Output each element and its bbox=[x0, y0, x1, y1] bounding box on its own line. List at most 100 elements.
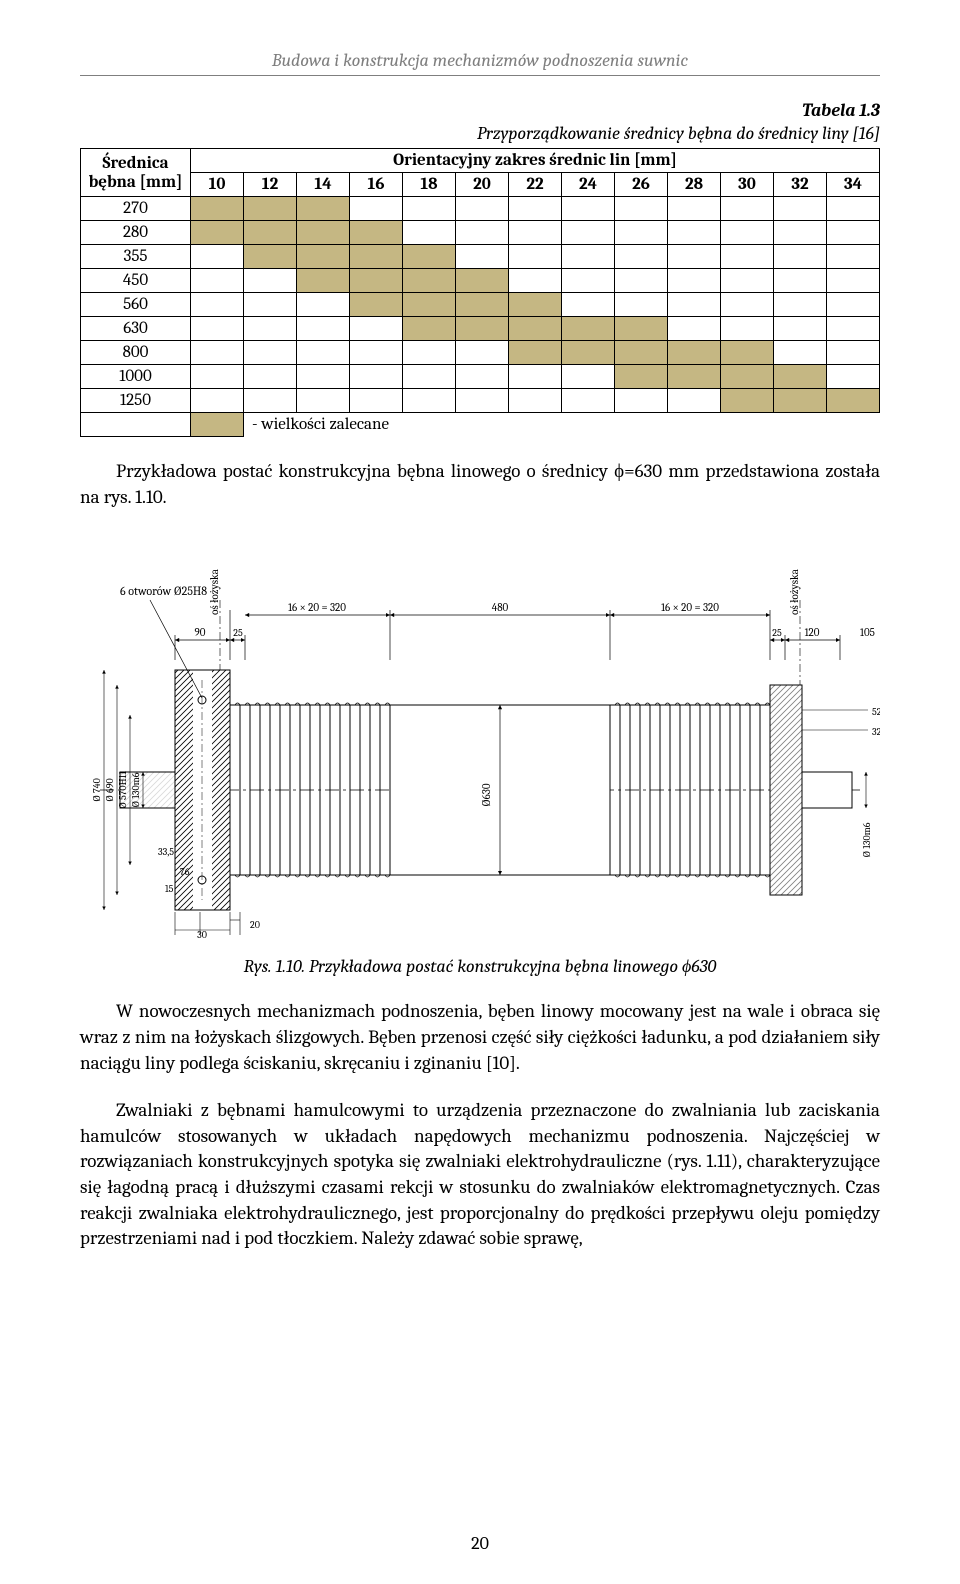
compat-cell bbox=[721, 197, 774, 221]
compat-cell bbox=[244, 317, 297, 341]
compat-cell bbox=[297, 245, 350, 269]
compat-cell bbox=[297, 341, 350, 365]
compat-cell bbox=[456, 269, 509, 293]
row-label: 280 bbox=[81, 221, 191, 245]
compat-cell bbox=[615, 317, 668, 341]
compat-cell bbox=[297, 365, 350, 389]
compat-cell bbox=[403, 245, 456, 269]
sub-header: Orientacyjny zakres średnic lin [mm] bbox=[191, 149, 880, 173]
compat-cell bbox=[721, 245, 774, 269]
table-row: 270 bbox=[81, 197, 880, 221]
compat-cell bbox=[509, 317, 562, 341]
table-row: 800 bbox=[81, 341, 880, 365]
dim-groove-right: 16 × 20 = 320 bbox=[661, 601, 719, 614]
compat-cell bbox=[562, 245, 615, 269]
compat-cell bbox=[615, 365, 668, 389]
dim-335: 33,5 bbox=[158, 846, 174, 858]
col-header: 30 bbox=[721, 173, 774, 197]
dim-25r: 25 bbox=[772, 627, 782, 639]
compat-cell bbox=[403, 269, 456, 293]
row-header-label: Średnica bębna [mm] bbox=[81, 149, 191, 197]
dia-690: Ø 690 bbox=[104, 779, 116, 802]
table-row: 1250 bbox=[81, 389, 880, 413]
compat-cell bbox=[668, 269, 721, 293]
col-header: 18 bbox=[403, 173, 456, 197]
compat-cell bbox=[721, 221, 774, 245]
col-header: 10 bbox=[191, 173, 244, 197]
compat-cell bbox=[509, 245, 562, 269]
compat-cell bbox=[350, 197, 403, 221]
col-header: 32 bbox=[774, 173, 827, 197]
dim-120: 120 bbox=[805, 626, 820, 639]
compat-cell bbox=[244, 245, 297, 269]
dim-30: 30 bbox=[197, 929, 207, 940]
compat-cell bbox=[668, 389, 721, 413]
compat-cell bbox=[562, 317, 615, 341]
compat-cell bbox=[509, 221, 562, 245]
bearing-axis-right: oś łożyska bbox=[788, 569, 801, 615]
callout-holes: 6 otworów Ø25H8 bbox=[120, 584, 207, 598]
compat-cell bbox=[244, 365, 297, 389]
compat-cell bbox=[668, 365, 721, 389]
table-row: 355 bbox=[81, 245, 880, 269]
compat-cell bbox=[827, 389, 880, 413]
compat-cell bbox=[827, 269, 880, 293]
compat-cell bbox=[456, 293, 509, 317]
compat-cell bbox=[456, 245, 509, 269]
dim-105: 105 bbox=[860, 626, 875, 639]
compat-cell bbox=[774, 389, 827, 413]
compat-cell bbox=[191, 317, 244, 341]
dia-740: Ø 740 bbox=[91, 779, 103, 803]
figure-caption: Rys. 1.10. Przykładowa postać konstrukcy… bbox=[80, 956, 880, 977]
row-label: 630 bbox=[81, 317, 191, 341]
compat-cell bbox=[403, 341, 456, 365]
compat-cell bbox=[456, 221, 509, 245]
compat-cell bbox=[668, 245, 721, 269]
compat-cell bbox=[615, 269, 668, 293]
table-row: 630 bbox=[81, 317, 880, 341]
compat-cell bbox=[297, 269, 350, 293]
compat-cell bbox=[721, 293, 774, 317]
dim-76: 76 bbox=[180, 866, 190, 878]
compat-cell bbox=[774, 293, 827, 317]
compat-cell bbox=[191, 293, 244, 317]
col-header: 16 bbox=[350, 173, 403, 197]
compat-cell bbox=[562, 293, 615, 317]
compat-cell bbox=[244, 341, 297, 365]
compat-cell bbox=[615, 389, 668, 413]
compat-cell bbox=[668, 341, 721, 365]
table-row: 1000 bbox=[81, 365, 880, 389]
dim-20: 20 bbox=[250, 919, 260, 931]
dim-15: 15 bbox=[165, 883, 174, 895]
compat-cell bbox=[827, 197, 880, 221]
table-row: 560 bbox=[81, 293, 880, 317]
compat-cell bbox=[403, 365, 456, 389]
compat-cell bbox=[721, 269, 774, 293]
compat-cell bbox=[827, 245, 880, 269]
table-row: 280 bbox=[81, 221, 880, 245]
compat-cell bbox=[297, 197, 350, 221]
compat-cell bbox=[350, 245, 403, 269]
bearing-axis-left: oś łożyska bbox=[208, 569, 221, 615]
compat-cell bbox=[721, 389, 774, 413]
row-label: 450 bbox=[81, 269, 191, 293]
compat-cell bbox=[191, 245, 244, 269]
row-label: 1250 bbox=[81, 389, 191, 413]
compat-cell bbox=[456, 341, 509, 365]
compat-cell bbox=[509, 365, 562, 389]
compat-cell bbox=[297, 317, 350, 341]
col-header: 22 bbox=[509, 173, 562, 197]
compatibility-table: Średnica bębna [mm] Orientacyjny zakres … bbox=[80, 148, 880, 437]
dim-52: 52 bbox=[872, 706, 880, 718]
compat-cell bbox=[456, 389, 509, 413]
col-header: 34 bbox=[827, 173, 880, 197]
paragraph-3: Zwalniaki z bębnami hamulcowymi to urząd… bbox=[80, 1098, 880, 1252]
compat-cell bbox=[774, 317, 827, 341]
compat-cell bbox=[774, 365, 827, 389]
compat-cell bbox=[509, 341, 562, 365]
compat-cell bbox=[350, 341, 403, 365]
compat-cell bbox=[668, 221, 721, 245]
compat-cell bbox=[191, 365, 244, 389]
dim-center: 480 bbox=[492, 601, 509, 614]
compat-cell bbox=[615, 221, 668, 245]
